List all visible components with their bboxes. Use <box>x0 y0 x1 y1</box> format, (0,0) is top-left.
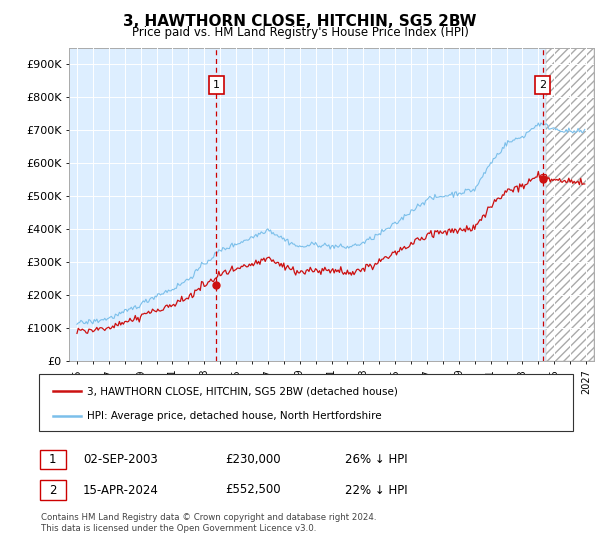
Text: Price paid vs. HM Land Registry's House Price Index (HPI): Price paid vs. HM Land Registry's House … <box>131 26 469 39</box>
Text: 2: 2 <box>539 80 547 90</box>
Text: £230,000: £230,000 <box>225 452 281 466</box>
Bar <box>546 48 594 361</box>
Text: 15-APR-2024: 15-APR-2024 <box>83 483 158 497</box>
Text: 26% ↓ HPI: 26% ↓ HPI <box>345 452 407 466</box>
Text: This data is licensed under the Open Government Licence v3.0.: This data is licensed under the Open Gov… <box>41 524 316 533</box>
Text: 3, HAWTHORN CLOSE, HITCHIN, SG5 2BW: 3, HAWTHORN CLOSE, HITCHIN, SG5 2BW <box>123 14 477 29</box>
Text: 1: 1 <box>49 452 56 466</box>
Text: 1: 1 <box>212 80 220 90</box>
Text: HPI: Average price, detached house, North Hertfordshire: HPI: Average price, detached house, Nort… <box>87 410 382 421</box>
Bar <box>546 48 594 361</box>
Text: Contains HM Land Registry data © Crown copyright and database right 2024.: Contains HM Land Registry data © Crown c… <box>41 513 376 522</box>
Text: 2: 2 <box>49 483 56 497</box>
Text: 3, HAWTHORN CLOSE, HITCHIN, SG5 2BW (detached house): 3, HAWTHORN CLOSE, HITCHIN, SG5 2BW (det… <box>87 386 398 396</box>
Text: 02-SEP-2003: 02-SEP-2003 <box>83 452 158 466</box>
Text: 22% ↓ HPI: 22% ↓ HPI <box>345 483 407 497</box>
Text: £552,500: £552,500 <box>225 483 281 497</box>
